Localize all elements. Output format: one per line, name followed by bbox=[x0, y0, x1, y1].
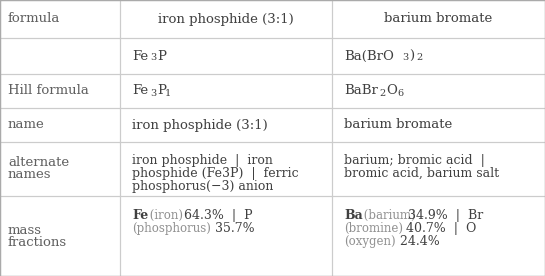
Polygon shape bbox=[120, 196, 332, 276]
Text: 24.4%: 24.4% bbox=[396, 235, 440, 248]
Polygon shape bbox=[0, 74, 120, 108]
Polygon shape bbox=[332, 74, 545, 108]
Text: iron phosphide  |  iron: iron phosphide | iron bbox=[132, 154, 273, 167]
Polygon shape bbox=[0, 142, 120, 196]
Polygon shape bbox=[332, 142, 545, 196]
Text: (barium): (barium) bbox=[360, 209, 419, 222]
Text: formula: formula bbox=[8, 12, 60, 25]
Text: Fe: Fe bbox=[132, 84, 148, 97]
Text: name: name bbox=[8, 118, 45, 131]
Text: iron phosphide (3:1): iron phosphide (3:1) bbox=[158, 12, 294, 25]
Text: 34.9%  |  Br: 34.9% | Br bbox=[408, 209, 483, 222]
Polygon shape bbox=[0, 38, 120, 74]
Text: iron phosphide (3:1): iron phosphide (3:1) bbox=[132, 118, 268, 131]
Text: BaBr: BaBr bbox=[344, 84, 378, 97]
Polygon shape bbox=[332, 38, 545, 74]
Text: P: P bbox=[157, 49, 166, 62]
Text: 1: 1 bbox=[165, 89, 171, 97]
Text: barium bromate: barium bromate bbox=[384, 12, 493, 25]
Polygon shape bbox=[120, 74, 332, 108]
Text: 6: 6 bbox=[397, 89, 403, 97]
Text: phosphorus(−3) anion: phosphorus(−3) anion bbox=[132, 180, 274, 193]
Polygon shape bbox=[120, 38, 332, 74]
Text: fractions: fractions bbox=[8, 235, 67, 248]
Polygon shape bbox=[120, 142, 332, 196]
Text: 64.3%  |  P: 64.3% | P bbox=[184, 209, 253, 222]
Text: O: O bbox=[386, 84, 397, 97]
Text: mass: mass bbox=[8, 224, 42, 237]
Text: barium; bromic acid  |: barium; bromic acid | bbox=[344, 154, 485, 167]
Polygon shape bbox=[120, 0, 332, 38]
Polygon shape bbox=[120, 108, 332, 142]
Text: P: P bbox=[157, 84, 166, 97]
Text: barium bromate: barium bromate bbox=[344, 118, 452, 131]
Text: Ba(BrO: Ba(BrO bbox=[344, 49, 394, 62]
Text: names: names bbox=[8, 169, 51, 182]
Polygon shape bbox=[0, 196, 120, 276]
Text: (iron): (iron) bbox=[146, 209, 187, 222]
Text: 3: 3 bbox=[150, 89, 156, 97]
Text: (phosphorus): (phosphorus) bbox=[132, 222, 211, 235]
Polygon shape bbox=[0, 108, 120, 142]
Text: phosphide (Fe3P)  |  ferric: phosphide (Fe3P) | ferric bbox=[132, 167, 299, 180]
Polygon shape bbox=[332, 0, 545, 38]
Text: ): ) bbox=[409, 49, 414, 62]
Text: 3: 3 bbox=[402, 54, 408, 62]
Polygon shape bbox=[332, 196, 545, 276]
Text: 2: 2 bbox=[416, 54, 422, 62]
Text: (oxygen): (oxygen) bbox=[344, 235, 396, 248]
Text: 3: 3 bbox=[150, 54, 156, 62]
Text: Fe: Fe bbox=[132, 49, 148, 62]
Polygon shape bbox=[332, 108, 545, 142]
Text: Ba: Ba bbox=[344, 209, 363, 222]
Text: (bromine): (bromine) bbox=[344, 222, 403, 235]
Text: 35.7%: 35.7% bbox=[211, 222, 255, 235]
Text: Fe: Fe bbox=[132, 209, 148, 222]
Text: 40.7%  |  O: 40.7% | O bbox=[402, 222, 476, 235]
Text: alternate: alternate bbox=[8, 156, 69, 169]
Text: Hill formula: Hill formula bbox=[8, 84, 89, 97]
Text: 2: 2 bbox=[379, 89, 385, 97]
Text: bromic acid, barium salt: bromic acid, barium salt bbox=[344, 167, 499, 180]
Polygon shape bbox=[0, 0, 120, 38]
